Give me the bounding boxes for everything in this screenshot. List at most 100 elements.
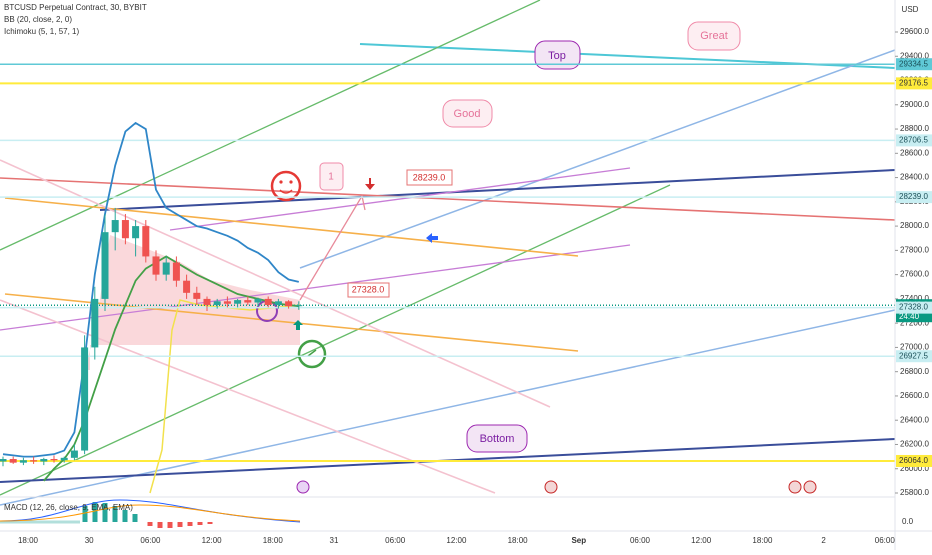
price-tag-label: 28706.5 — [899, 136, 928, 145]
signal-line — [0, 504, 301, 522]
trend-line — [0, 177, 896, 221]
callout-box — [687, 21, 741, 51]
candle-body — [60, 457, 68, 461]
price-label: 28239.0 — [413, 172, 446, 182]
price-tag — [896, 191, 932, 204]
chart-title: BTCUSD Perpetual Contract, 30, BYBIT — [4, 3, 147, 12]
trend-line — [99, 169, 896, 211]
y-tick-label: 25800.0 — [900, 488, 929, 497]
price-tag-label: 29334.5 — [899, 59, 928, 68]
candle-body — [91, 298, 99, 348]
callout-text: Bottom — [480, 433, 515, 445]
x-tick-label: 18:00 — [18, 536, 39, 545]
y-tick-label: 29400.0 — [900, 51, 929, 60]
indicator-label: BB (20, close, 2, 0) — [4, 15, 72, 24]
candle-body — [50, 459, 58, 461]
callout-text: Great — [700, 30, 728, 42]
x-tick-label: 12:00 — [446, 536, 467, 545]
trend-line — [0, 184, 671, 496]
arrow-left — [426, 233, 438, 243]
arrow-down — [365, 178, 375, 190]
price-tag — [896, 301, 932, 314]
y-tick-label: 27200.0 — [900, 318, 929, 327]
candle-body — [183, 280, 191, 293]
emoji-eye — [289, 180, 293, 184]
emoji — [270, 170, 302, 202]
candle-body — [30, 460, 38, 462]
price-label: 27328.0 — [352, 284, 385, 294]
y-tick-label: 27400.0 — [900, 294, 929, 303]
macd-hist — [0, 499, 301, 528]
callout-box — [534, 40, 581, 70]
candle-body — [162, 262, 170, 275]
macd-tick-label: 0.0 — [902, 517, 914, 526]
candle-body — [152, 256, 160, 275]
candle-body — [142, 226, 150, 257]
emoji-mouth — [279, 189, 293, 194]
emoji — [297, 339, 327, 369]
x-tick-label: 06:00 — [385, 536, 406, 545]
candle-body — [19, 460, 27, 463]
event-icon[interactable] — [803, 480, 817, 494]
y-tick-label: 26600.0 — [900, 391, 929, 400]
projection — [299, 194, 366, 301]
candle-body — [274, 301, 282, 305]
trend-line — [0, 244, 631, 331]
y-tick-label: 26200.0 — [900, 440, 929, 449]
event-icon[interactable] — [544, 480, 558, 494]
price-tag-label: 27328.0 — [899, 303, 928, 312]
y-tick-label: 28800.0 — [900, 124, 929, 133]
x-tick-label: 06:00 — [630, 536, 651, 545]
price-tag-label: 26927.5 — [899, 351, 928, 360]
price-tag-label: 29176.5 — [899, 78, 928, 87]
candle-body — [121, 220, 129, 239]
price-tag-label: 26064.0 — [899, 456, 928, 465]
candle-body — [234, 300, 242, 304]
trend-line — [169, 167, 631, 231]
trend-line — [0, 309, 896, 506]
x-tick-label: Sep — [571, 536, 586, 545]
price-tag — [896, 454, 932, 467]
trend-line — [299, 49, 896, 269]
macd-bars — [82, 502, 138, 522]
price-tag — [896, 350, 932, 363]
trend-line — [4, 293, 579, 352]
callouts: Top Great Good 1 Bottom 28239.0 27328.0 — [319, 21, 741, 453]
event-icon[interactable] — [296, 480, 310, 494]
candle-body — [81, 347, 89, 451]
y-tick-label: 29000.0 — [900, 100, 929, 109]
y-tick-label: 28000.0 — [900, 221, 929, 230]
trend-line — [4, 197, 579, 257]
price-tag — [896, 58, 932, 71]
x-tick-label: 06:00 — [140, 536, 161, 545]
x-tick-label: 12:00 — [202, 536, 223, 545]
y-tick-label: 27000.0 — [900, 343, 929, 352]
countdown-tag — [896, 311, 932, 323]
candle-body — [70, 450, 78, 458]
y-axis: 29600.029400.029200.029000.028800.028600… — [895, 27, 932, 497]
arrow-up — [293, 320, 303, 330]
candle-body — [203, 298, 211, 305]
candle-body — [254, 298, 262, 303]
y-tick-label: 28600.0 — [900, 148, 929, 157]
callout-text: 1 — [328, 172, 334, 183]
callout-box — [442, 99, 493, 128]
event-icon[interactable] — [788, 480, 802, 494]
callout-text: Top — [548, 50, 566, 62]
candle-body — [111, 220, 119, 233]
indicator-label: Ichimoku (5, 1, 57, 1) — [4, 27, 79, 36]
candle-body — [40, 459, 48, 462]
price-label-box — [406, 169, 453, 186]
x-tick-label: 12:00 — [691, 536, 712, 545]
y-tick-label: 28400.0 — [900, 173, 929, 182]
y-tick-label: 29600.0 — [900, 27, 929, 36]
candle-body — [101, 232, 109, 299]
indicator-label: MACD (12, 26, close, 9, EMA, EMA) — [4, 503, 133, 512]
x-tick-label: 18:00 — [263, 536, 284, 545]
x-tick-label: 06:00 — [875, 536, 896, 545]
overlay-line — [2, 121, 300, 458]
y-tick-label: 27800.0 — [900, 245, 929, 254]
countdown: 24:40 — [899, 312, 920, 321]
